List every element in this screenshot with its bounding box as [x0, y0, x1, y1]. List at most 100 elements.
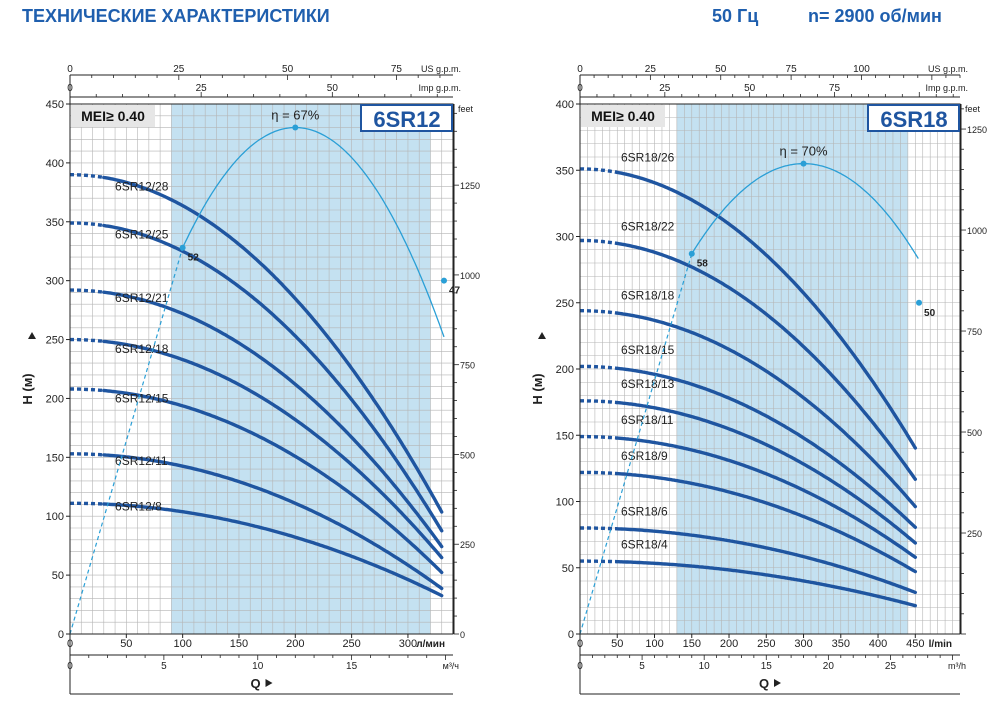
us-gpm-unit-label: US g.p.m. — [421, 64, 461, 74]
curve-label: 6SR18/9 — [621, 449, 668, 463]
right-tick-label: 1000 — [967, 226, 987, 236]
m3h-tick-label: 15 — [761, 661, 773, 672]
us-gpm-unit-label: US g.p.m. — [928, 64, 968, 74]
x-axis-label: Q — [759, 676, 769, 691]
m3h-tick-label: 5 — [639, 661, 645, 672]
x-tick-label: 400 — [869, 638, 887, 650]
frequency-label: 50 Гц — [712, 6, 759, 26]
x-tick-label: 150 — [683, 638, 701, 650]
y-tick-label: 50 — [52, 570, 64, 582]
y-axis-label: H (м) — [20, 373, 35, 404]
curve-6SR18/15 — [615, 366, 917, 529]
mei-label-bg — [581, 105, 665, 127]
curve-dashed-6SR18/22 — [580, 238, 618, 246]
us-gpm-tick-label: 100 — [853, 64, 870, 75]
x-tick-label: 300 — [794, 638, 812, 650]
efficiency-point-label: 47 — [449, 286, 461, 297]
y-tick-label: 300 — [46, 276, 64, 288]
x-tick-label: 150 — [230, 638, 248, 650]
imp-gpm-tick-label: 50 — [327, 83, 339, 94]
x-unit-label: л/мин — [416, 639, 445, 650]
efficiency-point — [292, 124, 299, 131]
right-tick-label: 250 — [967, 529, 982, 539]
chart-6SR12: MEI≥ 0.40 6SR12 6SR12/28 6SR12/25 6SR12/21 6S… — [20, 64, 480, 695]
m3h-unit-label: м³/ч — [443, 661, 460, 671]
curve-6SR18/18 — [615, 311, 917, 509]
x-tick-label: 300 — [399, 638, 417, 650]
x-tick-label: 100 — [173, 638, 191, 650]
imp-gpm-tick-label: 75 — [829, 83, 841, 94]
curve-dashed-6SR18/26 — [580, 167, 618, 175]
curve-dashed-6SR18/11 — [580, 434, 618, 440]
curve-label: 6SR18/22 — [621, 220, 675, 234]
curve-label: 6SR12/18 — [115, 342, 169, 356]
curve-dashed-6SR12/25 — [70, 221, 105, 228]
efficiency-label: η = 67% — [271, 108, 320, 123]
imp-gpm-unit-label: Imp g.p.m. — [925, 83, 968, 93]
us-gpm-tick-label: 0 — [67, 64, 73, 75]
efficiency-point — [440, 277, 447, 284]
curve-label: 6SR18/15 — [621, 343, 675, 357]
y-tick-label: 250 — [46, 335, 64, 347]
right-unit-label: feet — [965, 104, 981, 114]
curve-label: 6SR18/11 — [621, 413, 674, 427]
curve-label: 6SR18/13 — [621, 377, 675, 391]
right-tick-label: 1250 — [460, 181, 480, 191]
arrow-up-icon — [538, 332, 546, 339]
curve-label: 6SR12/15 — [115, 391, 169, 405]
right-tick-label: 250 — [460, 540, 475, 550]
m3h-tick-label: 5 — [161, 661, 167, 672]
x-tick-label: 250 — [342, 638, 360, 650]
y-tick-label: 250 — [556, 298, 574, 310]
curve-label: 6SR12/8 — [115, 500, 162, 514]
y-tick-label: 100 — [556, 497, 574, 509]
curve-label: 6SR12/28 — [115, 179, 169, 193]
curve-dashed-6SR18/15 — [580, 364, 618, 370]
y-tick-label: 100 — [46, 511, 64, 523]
us-gpm-tick-label: 25 — [645, 64, 657, 75]
m3h-tick-label: 20 — [823, 661, 835, 672]
y-tick-label: 50 — [562, 563, 574, 575]
curve-dashed-6SR12/18 — [70, 337, 105, 344]
efficiency-curve — [182, 126, 445, 338]
right-tick-label: 750 — [460, 361, 475, 371]
curve-6SR18/4 — [615, 560, 917, 608]
y-tick-label: 200 — [556, 364, 574, 376]
model-badge: 6SR12 — [373, 107, 440, 132]
efficiency-curve-dashed — [579, 253, 693, 635]
curve-label: 6SR12/21 — [115, 291, 169, 305]
us-gpm-tick-label: 50 — [282, 64, 294, 75]
operating-range-band — [171, 104, 431, 634]
y-tick-label: 350 — [46, 217, 64, 229]
curve-6SR12/18 — [102, 339, 444, 560]
m3h-tick-label: 10 — [699, 661, 711, 672]
x-tick-label: 200 — [720, 638, 738, 650]
curve-6SR12/11 — [102, 453, 444, 591]
y-tick-label: 400 — [556, 99, 574, 111]
curve-dashed-6SR12/21 — [70, 288, 105, 294]
efficiency-point-label: 50 — [924, 308, 936, 319]
curve-label: 6SR18/4 — [621, 538, 668, 552]
chart-6SR18: MEI≥ 0.40 6SR18 6SR18/26 6SR18/22 6SR18/18 6S… — [530, 64, 987, 695]
curve-label: 6SR12/25 — [115, 228, 169, 242]
y-tick-label: 0 — [568, 629, 574, 641]
model-badge-box — [360, 104, 453, 132]
y-tick-label: 300 — [556, 232, 574, 244]
curve-label: 6SR12/11 — [115, 454, 168, 468]
curve-6SR12/15 — [102, 388, 444, 575]
efficiency-point — [688, 250, 695, 257]
right-tick-label: 500 — [967, 428, 982, 438]
arrow-right-icon — [265, 679, 273, 687]
x-tick-label: 50 — [120, 638, 132, 650]
mei-label: MEI≥ 0.40 — [591, 108, 655, 124]
efficiency-point-label: 52 — [188, 253, 200, 264]
curve-dashed-6SR12/28 — [70, 173, 105, 180]
imp-gpm-tick-label: 25 — [659, 83, 671, 94]
curve-6SR12/25 — [102, 223, 444, 533]
curve-6SR18/11 — [615, 436, 917, 559]
imp-gpm-unit-label: Imp g.p.m. — [418, 83, 461, 93]
curve-6SR12/8 — [102, 502, 444, 598]
curve-dashed-6SR18/13 — [580, 399, 618, 405]
m3h-unit-label: m³/h — [948, 661, 966, 671]
right-unit-label: feet — [458, 104, 474, 114]
